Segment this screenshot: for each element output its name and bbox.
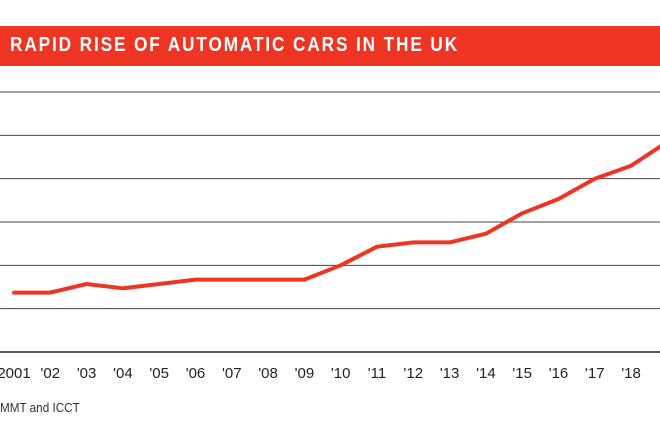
x-tick-label: '16 — [549, 365, 569, 382]
x-tick-label: '04 — [113, 365, 133, 382]
x-tick-label: '07 — [222, 365, 242, 382]
x-tick-labels: 2001 '02 '03 '04 '05 '06 '07 '08 '09 '10 '11 '12 '13… — [0, 365, 641, 382]
x-tick-label: '12 — [404, 365, 424, 382]
x-tick-label: '09 — [295, 365, 315, 382]
x-tick-label: '08 — [258, 365, 278, 382]
x-tick-label: '10 — [331, 365, 351, 382]
series-lines — [12, 144, 660, 295]
x-tick-label: '05 — [149, 365, 169, 382]
x-tick-label: '06 — [186, 365, 206, 382]
grid-lines — [0, 91, 660, 353]
x-tick-label: 2001 — [0, 365, 31, 382]
x-tick-label: '02 — [41, 365, 61, 382]
x-tick-label: '11 — [368, 365, 386, 382]
chart-title: RAPID RISE OF AUTOMATIC CARS IN THE UK — [10, 34, 460, 56]
x-tick-label: '03 — [77, 365, 97, 382]
x-tick-label: '18 — [621, 365, 641, 382]
x-tick-label: '15 — [512, 365, 532, 382]
title-bar: RAPID RISE OF AUTOMATIC CARS IN THE UK — [0, 26, 660, 66]
x-tick-label: '17 — [585, 365, 605, 382]
source-note: MMT and ICCT — [0, 400, 80, 415]
x-tick-label: '14 — [476, 365, 496, 382]
x-tick-label: '13 — [440, 365, 460, 382]
series-line — [12, 144, 660, 295]
